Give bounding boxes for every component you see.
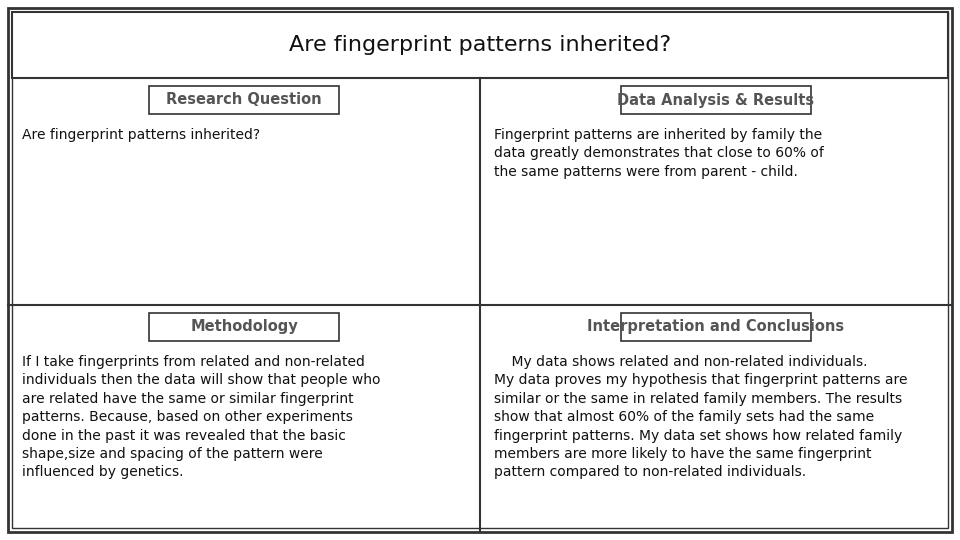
Bar <box>12 12 948 78</box>
Text: Methodology: Methodology <box>190 320 298 334</box>
Text: My data shows related and non-related individuals.
My data proves my hypothesis : My data shows related and non-related in… <box>494 355 907 480</box>
Bar <box>621 313 811 341</box>
Text: Fingerprint patterns are inherited by family the
data greatly demonstrates that : Fingerprint patterns are inherited by fa… <box>494 128 824 179</box>
Text: Are fingerprint patterns inherited?: Are fingerprint patterns inherited? <box>22 128 260 142</box>
Text: Data Analysis & Results: Data Analysis & Results <box>617 92 815 107</box>
Text: Interpretation and Conclusions: Interpretation and Conclusions <box>588 320 845 334</box>
Bar <box>621 86 811 114</box>
Text: If I take fingerprints from related and non-related
individuals then the data wi: If I take fingerprints from related and … <box>22 355 380 480</box>
Text: Research Question: Research Question <box>166 92 322 107</box>
Bar <box>149 86 339 114</box>
Text: Are fingerprint patterns inherited?: Are fingerprint patterns inherited? <box>289 35 671 55</box>
Bar <box>149 313 339 341</box>
